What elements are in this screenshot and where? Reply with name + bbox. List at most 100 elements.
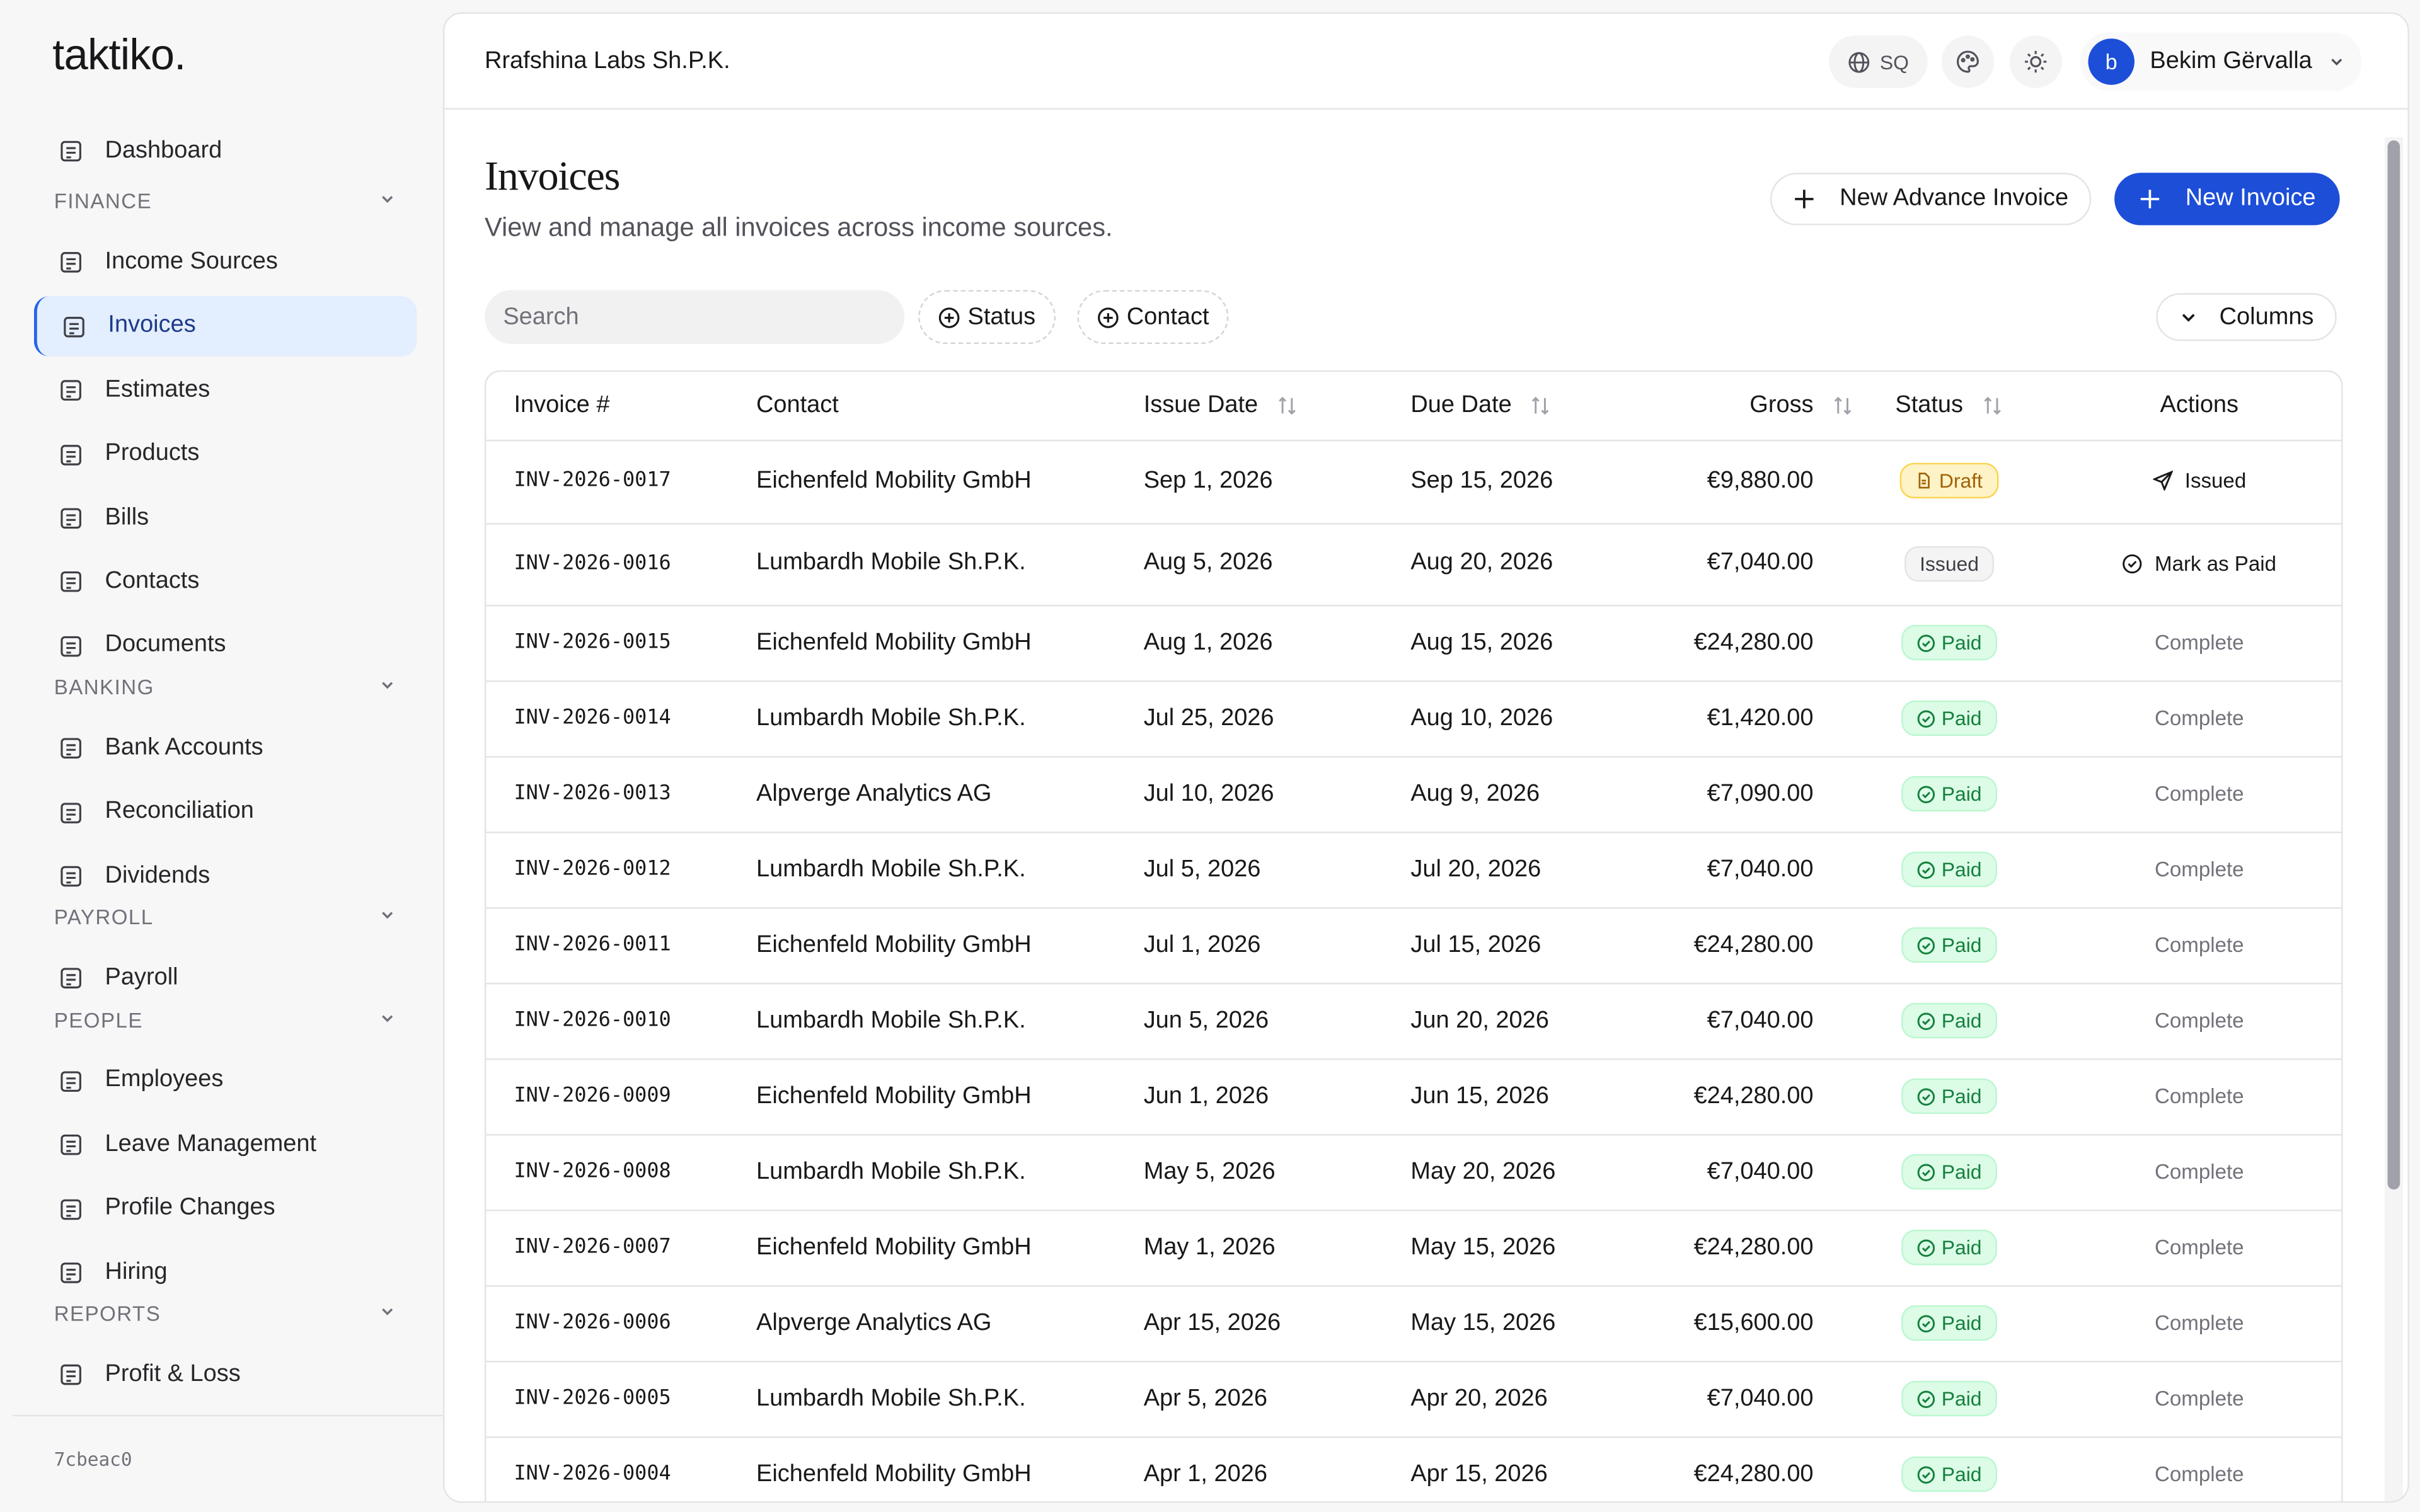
status-cell: Paid [1795,983,2104,1058]
due-date: Jul 20, 2026 [1410,855,1541,882]
gross-amount: €7,040.00 [1707,1006,1814,1033]
action-button[interactable]: Issued [2152,469,2246,493]
nav-item[interactable]: Estimates [34,360,417,420]
nav-item[interactable]: Profile Changes [34,1178,417,1239]
status-label: Paid [1941,933,1982,957]
issue-date: Jul 10, 2026 [1143,779,1274,806]
nav-label: Employees [105,1066,224,1093]
action-cell: Complete [2045,1436,2341,1501]
section-header[interactable]: REPORTS [54,1303,397,1326]
new-advance-invoice-button[interactable]: New Advance Invoice [1770,173,2092,226]
invoice-number: INV-2026-0009 [514,1084,671,1108]
column-label: Contact [756,392,839,418]
due-date: Apr 15, 2026 [1410,1460,1548,1487]
nav-item[interactable]: Products [34,423,417,484]
status-label: Paid [1941,1235,1982,1259]
status-label: Paid [1941,1160,1982,1184]
nav-item[interactable]: Profit & Loss [34,1344,417,1405]
contact: Eichenfeld Mobility GmbH [756,467,1032,494]
button-label: New Invoice [2185,185,2316,212]
nav-item[interactable]: Income Sources [34,232,417,292]
column-header[interactable]: Status [1795,372,2104,440]
nav-item[interactable]: Contacts [34,551,417,612]
gross-amount: €24,280.00 [1693,1460,1814,1487]
nav-item[interactable]: Documents [34,616,417,676]
due-date: May 15, 2026 [1410,1233,1556,1260]
issue-date: Sep 1, 2026 [1143,467,1273,494]
topbar [444,14,2408,110]
action-cell: Issued [2045,440,2341,522]
action-button[interactable]: Mark as Paid [2123,552,2276,575]
action-label: Mark as Paid [2155,552,2276,575]
table-row: INV-2026-0014 Lumbardh Mobile Sh.P.K. Jul … [486,680,2342,758]
status-cell: Issued [1795,522,2104,605]
table-row: INV-2026-0004 Eichenfeld Mobility GmbH Apr… [486,1436,2341,1501]
issue-date: Apr 1, 2026 [1143,1460,1267,1487]
sidebar: Dashboard FINANCE Income Sources Invoices Es… [0,0,443,1415]
nav-item[interactable]: Dividends [34,845,417,906]
theme-palette-button[interactable] [1941,35,1995,88]
column-header[interactable]: Due Date [1410,372,1552,440]
status-badge: Paid [1901,851,1998,888]
filter-button[interactable]: Contact [1077,290,1230,345]
new-invoice-button[interactable]: New Invoice [2114,173,2341,226]
section-header[interactable]: PEOPLE [54,1009,397,1032]
search-input[interactable]: Search [484,290,905,345]
column-header: Actions [2045,372,2341,440]
columns-button[interactable]: Columns [2156,293,2337,341]
nav-item[interactable]: Dashboard [34,120,417,181]
status-badge: Paid [1901,1078,1998,1114]
nav-item[interactable]: Employees [34,1050,417,1111]
status-label: Issued [1920,552,1979,575]
status-label: Draft [1939,469,1983,493]
gross-amount: €24,280.00 [1693,628,1814,655]
column-header[interactable]: Issue Date [1144,372,1298,440]
nav-label: Payroll [105,964,178,990]
invoice-number: INV-2026-0004 [514,1462,671,1486]
column-header: Invoice # [514,372,610,440]
gross-amount: €9,880.00 [1707,467,1814,494]
section-header[interactable]: FINANCE [54,190,397,214]
nav-item[interactable]: Hiring [34,1242,417,1302]
action-label: Complete [2155,782,2244,806]
invoice-number: INV-2026-0010 [514,1009,671,1033]
invoice-number: INV-2026-0013 [514,782,671,806]
language-button[interactable]: SQ [1829,35,1928,88]
due-date: Aug 15, 2026 [1410,628,1553,655]
nav-item[interactable]: Payroll [34,948,417,1009]
issue-date: Apr 15, 2026 [1143,1309,1281,1336]
brand: taktiko. [52,30,186,79]
column-label: Status [1895,392,1964,418]
nav-item[interactable]: Reconciliation [34,782,417,842]
nav-item[interactable]: Leave Management [34,1114,417,1175]
nav-item[interactable]: Bank Accounts [34,718,417,778]
nav-label: Estimates [105,375,210,403]
status-label: Paid [1941,1009,1982,1033]
nav-label: Contacts [105,567,200,594]
invoice-table: Invoice # Contact Issue Date Due Date Gross S… [484,370,2343,1501]
scrollbar-thumb [2387,140,2400,1190]
nav-label: Leave Management [105,1130,317,1157]
status-label: Paid [1941,857,1982,881]
invoice-number: INV-2026-0011 [514,933,671,957]
action-label: Complete [2155,1462,2244,1486]
action-label: Complete [2155,1387,2244,1411]
user-name: Bekim Gërvalla [2150,47,2312,74]
table-row: INV-2026-0009 Eichenfeld Mobility GmbH Jun… [486,1058,2342,1136]
nav-item[interactable]: Bills [34,488,417,548]
invoice-number: INV-2026-0005 [514,1387,671,1411]
user-menu[interactable]: b Bekim Gërvalla [2080,32,2362,91]
column-header[interactable]: Gross [1749,372,1853,440]
table-header: Invoice # Contact Issue Date Due Date Gross S… [486,372,2342,442]
table-row: INV-2026-0011 Eichenfeld Mobility GmbH Jul… [486,907,2342,985]
nav-item[interactable]: Invoices [33,295,417,357]
filter-button[interactable]: Status [918,290,1056,345]
theme-toggle[interactable] [2009,35,2062,88]
contact: Eichenfeld Mobility GmbH [756,1082,1032,1109]
status-badge: Issued [1904,546,1995,581]
section-header[interactable]: PAYROLL [54,907,397,929]
status-cell: Paid [1795,907,2104,983]
page-title: Invoices [484,152,620,199]
section-header[interactable]: BANKING [54,676,397,699]
status-badge: Paid [1901,624,1998,661]
